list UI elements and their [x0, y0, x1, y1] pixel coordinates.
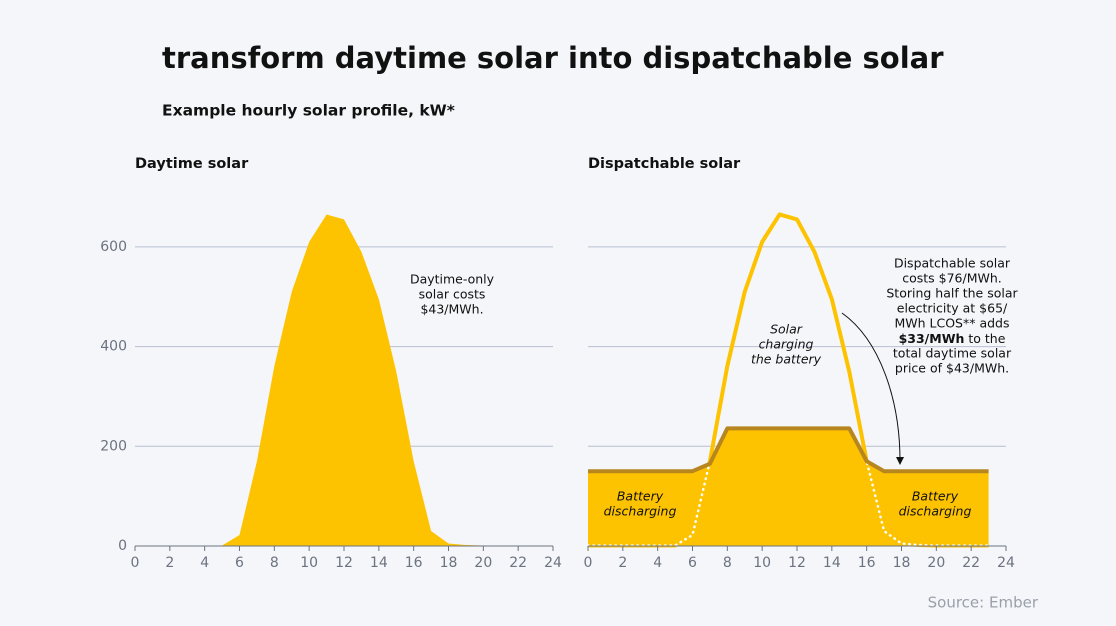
x-tick-label: 4 [200, 555, 209, 571]
x-tick-label: 24 [544, 555, 562, 571]
panel-title: Dispatchable solar [588, 156, 741, 172]
subtitle: Example hourly solar profile, kW* [162, 102, 455, 120]
left-label: Battery [617, 489, 664, 504]
x-tick-label: 14 [370, 555, 388, 571]
x-tick-label: 22 [509, 555, 527, 571]
page-title: transform daytime solar into dispatchabl… [162, 41, 944, 75]
x-tick-label: 22 [962, 555, 980, 571]
note: Dispatchable solar [894, 256, 1011, 271]
x-tick-label: 18 [440, 555, 458, 571]
right-label: discharging [899, 504, 972, 519]
x-tick-label: 12 [335, 555, 353, 571]
x-tick-label: 24 [997, 555, 1015, 571]
note: electricity at $65/ [897, 301, 1008, 316]
x-tick-label: 2 [618, 555, 627, 571]
x-tick-label: 2 [165, 555, 174, 571]
left-label: discharging [604, 504, 677, 519]
center-label: the battery [751, 352, 822, 367]
x-tick-label: 14 [823, 555, 841, 571]
line [588, 426, 989, 474]
area [588, 428, 989, 546]
note: $43/MWh. [420, 302, 483, 317]
x-tick-label: 20 [927, 555, 945, 571]
arrow [841, 312, 904, 465]
x-tick-label: 20 [474, 555, 492, 571]
x-tick-label: 6 [235, 555, 244, 571]
note: Storing half the solar [886, 286, 1018, 301]
note: solar costs [419, 287, 486, 302]
source: Source: Ember [928, 594, 1039, 612]
x-tick-label: 16 [858, 555, 876, 571]
x-tick-label: 6 [688, 555, 697, 571]
note-bold: $33/MWh [899, 331, 965, 346]
x-tick-label: 8 [723, 555, 732, 571]
x-tick-label: 10 [753, 555, 771, 571]
center-label: charging [759, 337, 814, 352]
note-text: to the [964, 331, 1005, 346]
x-tick-label: 12 [788, 555, 806, 571]
note: MWh LCOS** adds [894, 316, 1009, 331]
x-tick-label: 10 [300, 555, 318, 571]
x-tick-label: 8 [270, 555, 279, 571]
note: total daytime solar [893, 346, 1012, 361]
x-tick-label: 0 [131, 555, 140, 571]
right-label: Battery [912, 489, 959, 504]
note: price of $43/MWh. [895, 361, 1009, 376]
note: Daytime-only [410, 272, 495, 287]
note: $33/MWh to the [899, 331, 1006, 346]
panel-title: Daytime solar [135, 156, 249, 172]
y-tick-label: 0 [118, 538, 127, 554]
x-tick-label: 0 [584, 555, 593, 571]
x-tick-label: 4 [653, 555, 662, 571]
y-tick-label: 200 [100, 438, 127, 454]
note: costs $76/MWh. [902, 271, 1002, 286]
y-tick-label: 400 [100, 339, 127, 355]
area [135, 214, 536, 546]
y-tick-label: 600 [100, 239, 127, 255]
x-tick-label: 18 [893, 555, 911, 571]
center-label: Solar [770, 322, 803, 337]
x-tick-label: 16 [405, 555, 423, 571]
